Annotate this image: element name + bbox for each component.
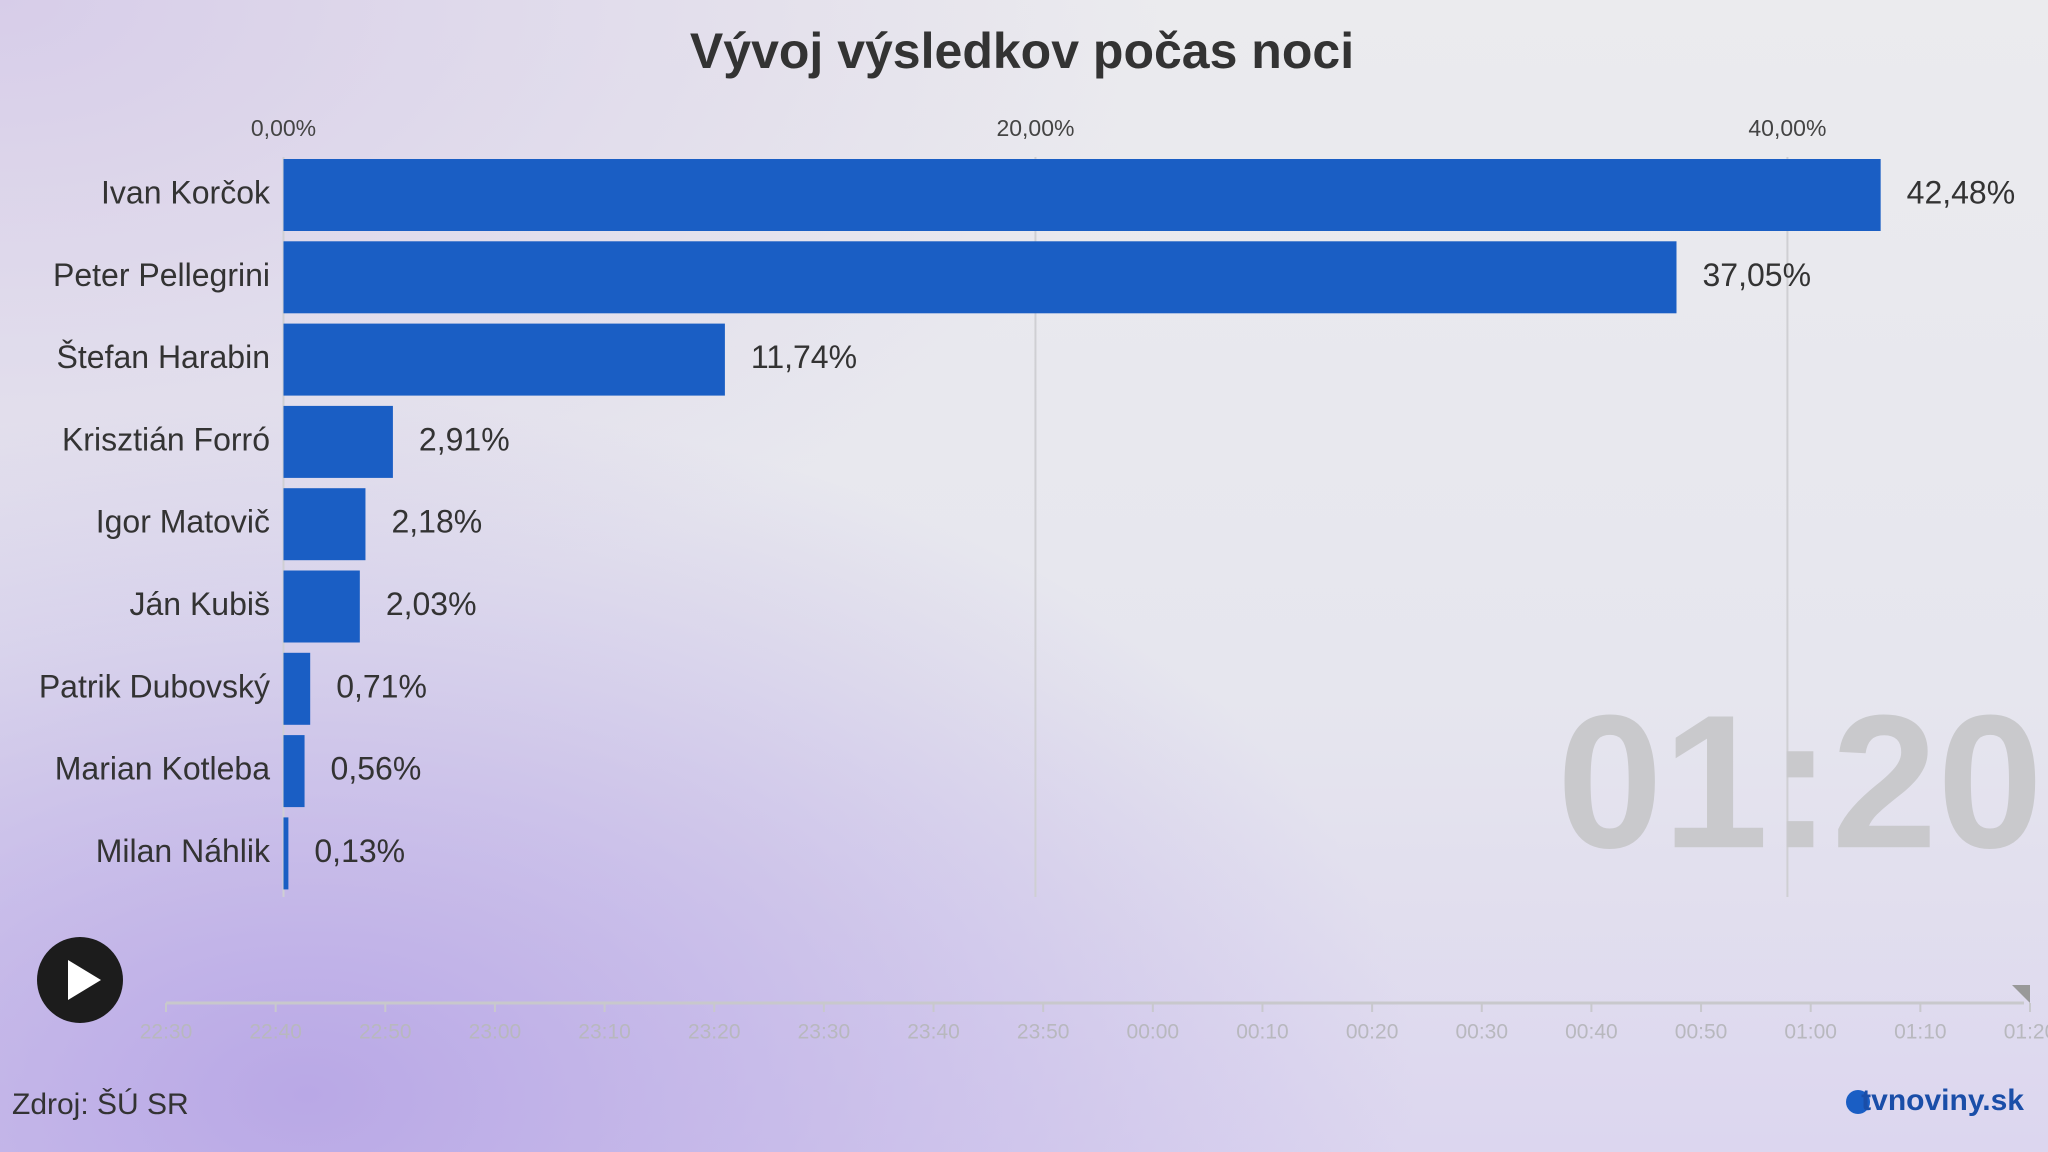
- timeline-label: 00:20: [1346, 1021, 1399, 1044]
- value-label: 0,71%: [336, 668, 427, 704]
- timeline-label: 01:00: [1784, 1021, 1837, 1044]
- timeline-label: 22:40: [249, 1021, 302, 1044]
- bar: [283, 159, 1881, 231]
- y-tick-label: Milan Náhlik: [96, 833, 271, 869]
- play-icon[interactable]: [68, 960, 101, 1000]
- current-time: 01:20: [1557, 676, 2043, 888]
- y-tick-label: Peter Pellegrini: [53, 257, 270, 293]
- x-tick-label: 20,00%: [996, 115, 1074, 141]
- y-tick-label: Ivan Korčok: [101, 174, 271, 210]
- value-label: 0,13%: [314, 833, 405, 869]
- timeline-label: 00:40: [1565, 1021, 1618, 1044]
- logo-icon: [1846, 1090, 1870, 1114]
- bar: [283, 817, 289, 890]
- value-label: 11,74%: [751, 339, 857, 375]
- timeline-label: 23:00: [469, 1021, 522, 1044]
- logo: tvnoviny.sk: [1861, 1084, 2024, 1117]
- timeline-handle[interactable]: [2012, 985, 2030, 1003]
- play-button[interactable]: [37, 937, 123, 1023]
- y-tick-label: Štefan Harabin: [57, 339, 270, 375]
- timeline-label: 23:20: [688, 1021, 741, 1044]
- source: Zdroj: ŠÚ SR: [12, 1087, 189, 1121]
- timeline-label: 00:10: [1236, 1021, 1289, 1044]
- x-tick-label: 0,00%: [251, 115, 316, 141]
- timeline-label: 23:10: [578, 1021, 631, 1044]
- y-tick-label: Marian Kotleba: [55, 751, 270, 787]
- bar: [283, 241, 1677, 314]
- y-tick-label: Igor Matovič: [96, 504, 270, 540]
- value-label: 2,18%: [391, 504, 482, 540]
- timeline-label: 01:10: [1894, 1021, 1947, 1044]
- y-tick-label: Krisztián Forró: [62, 421, 270, 457]
- y-tick-label: Ján Kubiš: [129, 586, 270, 622]
- bar: [283, 405, 393, 478]
- timeline-label: 22:30: [140, 1021, 193, 1044]
- timeline-label: 00:30: [1455, 1021, 1508, 1044]
- chart-title: Vývoj výsledkov počas noci: [690, 23, 1354, 79]
- x-tick-label: 40,00%: [1748, 115, 1826, 141]
- bar: [283, 570, 360, 643]
- bar: [283, 323, 725, 396]
- value-label: 37,05%: [1702, 257, 1811, 293]
- value-label: 0,56%: [331, 751, 422, 787]
- y-tick-label: Patrik Dubovský: [39, 668, 270, 704]
- value-label: 42,48%: [1907, 174, 2016, 210]
- bar: [283, 735, 305, 808]
- timeline-label: 23:40: [907, 1021, 960, 1044]
- value-label: 2,91%: [419, 421, 510, 457]
- timeline-label: 01:20: [2004, 1021, 2048, 1044]
- timeline-label: 23:30: [798, 1021, 851, 1044]
- bar: [283, 488, 366, 561]
- timeline-label: 00:00: [1127, 1021, 1180, 1044]
- timeline-label: 23:50: [1017, 1021, 1070, 1044]
- timeline-label: 00:50: [1675, 1021, 1728, 1044]
- bar: [283, 652, 311, 725]
- value-label: 2,03%: [386, 586, 477, 622]
- timeline-label: 22:50: [359, 1021, 412, 1044]
